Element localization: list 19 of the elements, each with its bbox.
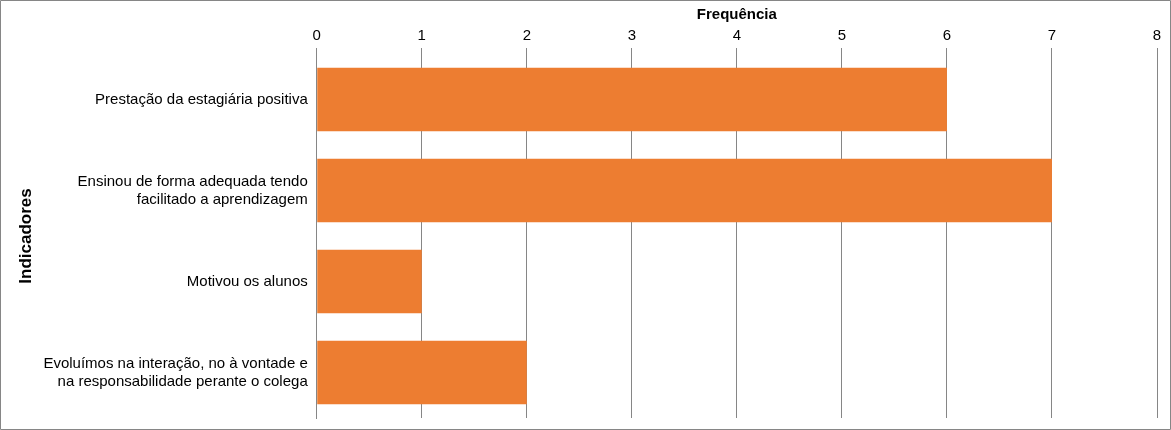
bar: [317, 67, 947, 132]
x-tick-label: 6: [942, 26, 952, 44]
x-axis-title: Frequência: [696, 5, 778, 23]
bar: [317, 249, 422, 314]
y-tick-label: Motivou os alunos: [186, 271, 308, 289]
x-tick-label: 8: [1152, 26, 1162, 44]
y-axis-title: Indicadores: [15, 188, 35, 284]
y-tick-label: Evoluímos na interação, no à vontade e na responsabilidade perante o colega: [43, 353, 309, 389]
x-tick-label: 0: [312, 26, 321, 44]
x-tick-label: 5: [837, 26, 847, 44]
bar: [317, 158, 1052, 223]
bar: [317, 340, 527, 405]
x-tick-label: 7: [1047, 26, 1057, 44]
x-tick-label: 2: [522, 26, 531, 44]
x-tick-label: 3: [627, 26, 637, 44]
y-tick-label: Ensinou de forma adequada tendo facilitado a aprendizagem: [77, 171, 308, 207]
y-tick-label: Prestação da estagiária positiva: [95, 89, 309, 107]
x-tick-label: 1: [417, 26, 426, 44]
x-tick-label: 4: [732, 26, 742, 44]
